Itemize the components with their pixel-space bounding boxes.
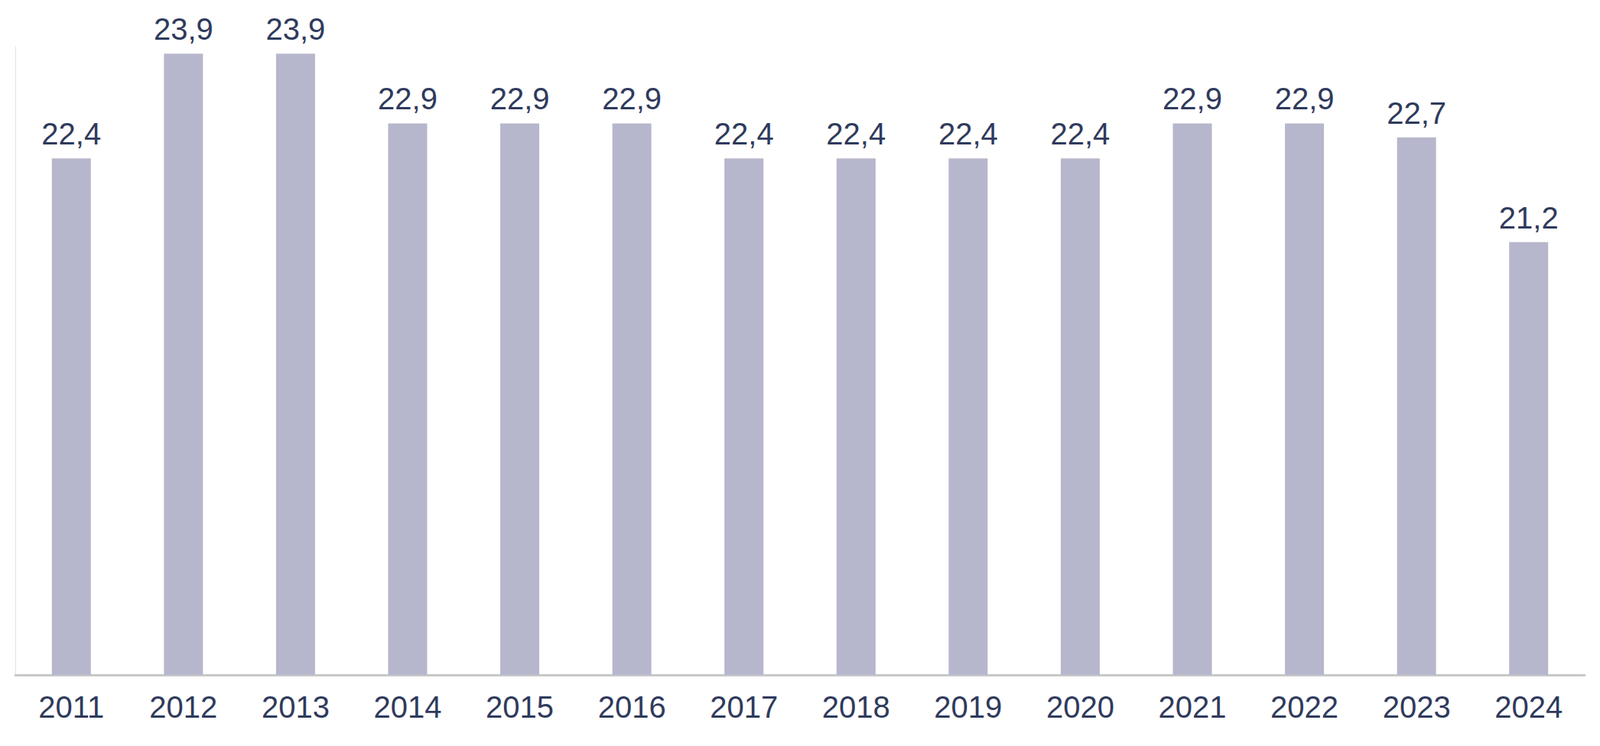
svg-text:2011: 2011	[38, 690, 105, 725]
svg-text:23,9: 23,9	[265, 12, 326, 46]
svg-text:2018: 2018	[822, 690, 891, 725]
svg-text:2020: 2020	[1046, 690, 1115, 725]
svg-text:22,9: 22,9	[377, 81, 438, 116]
svg-text:2014: 2014	[373, 690, 443, 725]
svg-text:22,4: 22,4	[1050, 117, 1110, 151]
svg-text:22,4: 22,4	[41, 117, 101, 151]
svg-text:22,9: 22,9	[1162, 81, 1223, 116]
svg-text:2023: 2023	[1382, 690, 1451, 725]
svg-text:22,4: 22,4	[714, 117, 774, 151]
svg-text:22,9: 22,9	[1274, 81, 1335, 116]
svg-text:2024: 2024	[1494, 690, 1563, 725]
svg-text:22,4: 22,4	[938, 117, 999, 151]
svg-text:22,9: 22,9	[601, 81, 662, 116]
svg-text:22,9: 22,9	[490, 81, 550, 116]
svg-text:2012: 2012	[149, 690, 218, 725]
svg-text:21,2: 21,2	[1499, 201, 1559, 235]
svg-text:2022: 2022	[1270, 690, 1339, 725]
svg-text:2017: 2017	[709, 690, 778, 725]
svg-text:22,7: 22,7	[1386, 96, 1447, 131]
svg-text:22,4: 22,4	[826, 117, 886, 151]
svg-text:2021: 2021	[1158, 690, 1227, 725]
svg-text:23,9: 23,9	[153, 12, 214, 46]
svg-text:2016: 2016	[598, 690, 667, 725]
svg-text:2015: 2015	[485, 690, 554, 725]
svg-text:2013: 2013	[261, 690, 330, 725]
svg-text:2019: 2019	[933, 690, 1002, 725]
